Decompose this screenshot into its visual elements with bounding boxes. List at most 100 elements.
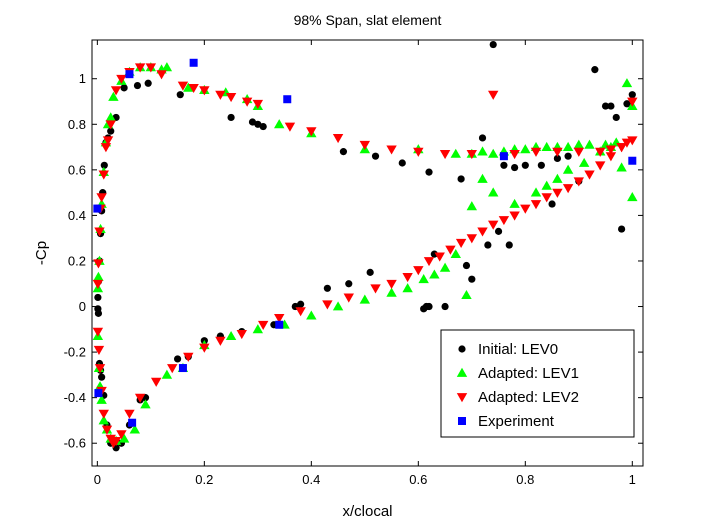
data-point bbox=[275, 320, 284, 329]
data-point bbox=[167, 364, 178, 374]
data-point bbox=[457, 175, 465, 183]
data-point bbox=[607, 102, 615, 110]
y-tick-label: -0.6 bbox=[64, 436, 86, 451]
x-tick-label: 0.2 bbox=[195, 472, 213, 487]
data-point bbox=[584, 139, 595, 149]
data-point bbox=[584, 170, 595, 180]
data-point bbox=[173, 355, 182, 363]
data-point bbox=[178, 364, 187, 373]
data-point bbox=[241, 97, 253, 107]
data-point bbox=[439, 262, 451, 272]
data-point bbox=[188, 83, 199, 94]
legend-marker bbox=[458, 417, 466, 425]
data-point bbox=[439, 150, 451, 160]
chart-title: 98% Span, slat element bbox=[294, 12, 442, 28]
data-point bbox=[621, 78, 633, 88]
data-point bbox=[627, 136, 638, 146]
data-point bbox=[425, 302, 433, 311]
data-point bbox=[595, 147, 606, 157]
data-point bbox=[252, 99, 264, 109]
data-point bbox=[257, 320, 269, 330]
data-point bbox=[402, 273, 413, 283]
data-point bbox=[93, 259, 104, 269]
data-point bbox=[616, 143, 627, 153]
data-point bbox=[366, 268, 374, 276]
data-point bbox=[478, 134, 487, 142]
data-point bbox=[628, 91, 636, 99]
data-point bbox=[386, 145, 397, 155]
data-point bbox=[623, 100, 631, 108]
data-point bbox=[124, 409, 135, 419]
data-point bbox=[498, 216, 510, 226]
data-point bbox=[108, 91, 119, 101]
data-point bbox=[553, 154, 562, 163]
data-point bbox=[494, 227, 503, 235]
data-point bbox=[94, 389, 103, 398]
data-point bbox=[552, 147, 563, 157]
data-point bbox=[156, 70, 167, 80]
data-point bbox=[94, 293, 102, 302]
data-point bbox=[183, 352, 194, 362]
data-point bbox=[477, 227, 488, 237]
axis-ticks bbox=[92, 40, 643, 466]
data-point bbox=[98, 415, 109, 425]
data-point bbox=[161, 369, 173, 379]
data-point bbox=[562, 141, 574, 151]
data-point bbox=[332, 134, 344, 144]
data-point bbox=[306, 127, 317, 137]
data-point bbox=[573, 177, 585, 187]
data-point bbox=[488, 90, 499, 100]
data-point bbox=[161, 62, 173, 72]
data-point bbox=[225, 93, 237, 103]
data-point bbox=[252, 324, 264, 334]
data-point bbox=[489, 40, 497, 49]
data-point bbox=[189, 58, 198, 67]
data-point bbox=[462, 261, 471, 270]
data-point bbox=[429, 269, 440, 279]
data-point bbox=[120, 84, 128, 92]
data-point bbox=[371, 152, 380, 160]
data-point bbox=[92, 327, 104, 337]
data-point bbox=[537, 161, 545, 169]
data-point bbox=[110, 437, 122, 447]
data-point bbox=[306, 310, 317, 320]
data-point bbox=[140, 399, 151, 409]
y-tick-label: -0.4 bbox=[64, 390, 86, 405]
data-point bbox=[133, 81, 142, 90]
data-point bbox=[116, 430, 127, 440]
data-point bbox=[107, 127, 115, 135]
data-point bbox=[450, 248, 461, 259]
data-point bbox=[183, 82, 194, 92]
data-point bbox=[466, 201, 478, 211]
y-tick-label: 0.4 bbox=[68, 208, 86, 223]
legend-marker bbox=[456, 367, 468, 377]
data-point bbox=[509, 211, 520, 221]
data-point bbox=[94, 309, 103, 317]
data-point bbox=[322, 300, 333, 310]
data-point bbox=[595, 161, 606, 171]
data-point bbox=[521, 161, 529, 169]
data-point bbox=[274, 314, 285, 324]
data-point bbox=[93, 204, 102, 213]
data-point bbox=[177, 81, 189, 91]
y-tick-label: -0.2 bbox=[64, 345, 86, 360]
data-point bbox=[150, 377, 162, 387]
data-point bbox=[96, 394, 107, 404]
x-axis-label: x/clocal bbox=[342, 503, 392, 520]
data-point bbox=[616, 162, 627, 172]
data-point bbox=[541, 193, 552, 203]
data-point bbox=[92, 279, 104, 289]
legend-marker bbox=[458, 345, 466, 353]
data-point bbox=[144, 79, 152, 87]
data-point bbox=[101, 425, 113, 435]
data-point bbox=[466, 234, 478, 244]
data-point bbox=[359, 140, 371, 150]
data-point bbox=[605, 152, 617, 162]
data-point bbox=[541, 141, 552, 151]
data-point bbox=[116, 74, 127, 84]
data-point bbox=[627, 97, 638, 107]
data-point bbox=[295, 307, 306, 317]
data-point bbox=[118, 433, 130, 443]
legend: Initial: LEV0 Adapted: LEV1 Adapted: LEV2 E… bbox=[440, 329, 635, 438]
